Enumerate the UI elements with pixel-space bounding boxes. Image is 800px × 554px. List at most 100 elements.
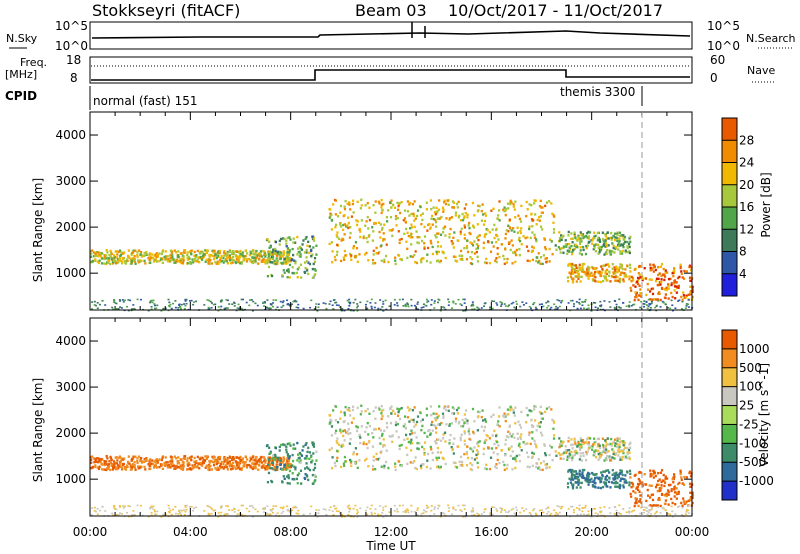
velocity-cell [220, 507, 223, 509]
power-cell [519, 229, 522, 233]
power-cell [285, 239, 288, 242]
velocity-cell [106, 467, 110, 470]
velocity-cell [664, 475, 667, 478]
power-cell [496, 304, 499, 306]
velocity-cell [522, 510, 525, 512]
power-cell [394, 262, 397, 266]
power-cell [188, 257, 191, 260]
velocity-cell [603, 459, 606, 462]
power-cell [448, 301, 451, 303]
velocity-cell [259, 456, 262, 459]
velocity-cell [404, 509, 407, 512]
velocity-cell [497, 420, 500, 423]
power-cell [116, 258, 120, 261]
velocity-cell [264, 468, 267, 471]
power-cell [346, 224, 349, 227]
power-cell [667, 277, 671, 281]
power-cell [622, 234, 625, 237]
velocity-cell [477, 410, 480, 414]
velocity-cell [348, 510, 351, 513]
velocity-cell [558, 505, 561, 508]
velocity-cell [687, 499, 690, 502]
power-cell [654, 306, 657, 309]
velocity-cell [647, 504, 650, 507]
power-cell [466, 239, 469, 242]
velocity-cell [497, 444, 500, 447]
power-cell [506, 257, 509, 261]
power-cell [439, 259, 443, 263]
power-cell [416, 303, 419, 305]
velocity-cell [342, 429, 345, 433]
velocity-cell [416, 514, 419, 517]
power-cell [265, 306, 268, 309]
power-cell [335, 234, 338, 237]
velocity-cell [222, 467, 225, 470]
velocity-cell [619, 456, 622, 459]
power-cell [207, 259, 210, 262]
power-cell [558, 239, 561, 243]
velocity-cell [372, 409, 375, 413]
velocity-cell [134, 468, 137, 471]
velocity-cell [530, 419, 533, 422]
velocity-cell [556, 514, 559, 516]
velocity-cell [539, 421, 542, 424]
velocity-cell [447, 409, 450, 413]
velocity-cell [118, 455, 122, 458]
velocity-cell [466, 445, 469, 448]
power-cell [264, 255, 267, 258]
velocity-cell [272, 505, 275, 507]
power-cell [581, 265, 584, 268]
power-cell [539, 262, 542, 265]
power-cell [495, 228, 498, 232]
power-cell [603, 277, 607, 280]
power-cell [600, 245, 603, 249]
power-cell [263, 305, 266, 307]
power-cell [633, 303, 636, 306]
velocity-cell [208, 505, 211, 508]
power-cell [622, 245, 625, 249]
velocity-cell [533, 405, 536, 408]
power-cell [379, 299, 382, 301]
velocity-cell [667, 490, 670, 494]
power-cell [661, 300, 664, 303]
velocity-cell [355, 429, 359, 433]
velocity-cell [174, 465, 177, 468]
power-cell [639, 276, 642, 279]
power-cell [435, 225, 438, 228]
power-cell [443, 199, 446, 202]
velocity-cell [117, 514, 120, 516]
power-cell [498, 219, 501, 222]
velocity-cell [343, 411, 346, 414]
velocity-cell [448, 507, 451, 509]
velocity-cell [155, 458, 158, 461]
power-cell [628, 305, 631, 308]
velocity-cell [238, 512, 241, 515]
velocity-cell [539, 462, 543, 465]
velocity-cell [476, 461, 479, 465]
power-cell [581, 267, 584, 270]
velocity-cell [613, 457, 616, 460]
power-cell [515, 303, 518, 305]
power-cell [570, 269, 573, 272]
velocity-cell [155, 513, 158, 516]
velocity-cell [150, 514, 153, 517]
velocity-cell [384, 460, 388, 464]
power-cell [283, 237, 286, 241]
velocity-cell [177, 456, 180, 459]
velocity-cell [596, 445, 599, 448]
power-cell [369, 302, 372, 304]
power-cell [160, 252, 163, 256]
power-cell [577, 237, 580, 241]
power-cell [333, 255, 336, 259]
power-cell [611, 242, 614, 245]
power-cell [416, 301, 419, 304]
power-cell [476, 255, 479, 259]
power-cell [541, 262, 544, 266]
velocity-cell [641, 483, 644, 486]
power-cell [587, 304, 590, 307]
power-cell [544, 247, 547, 251]
power-cell [560, 247, 563, 250]
power-cell [529, 236, 532, 240]
velocity-cell [262, 507, 265, 510]
velocity-cell [273, 456, 276, 459]
